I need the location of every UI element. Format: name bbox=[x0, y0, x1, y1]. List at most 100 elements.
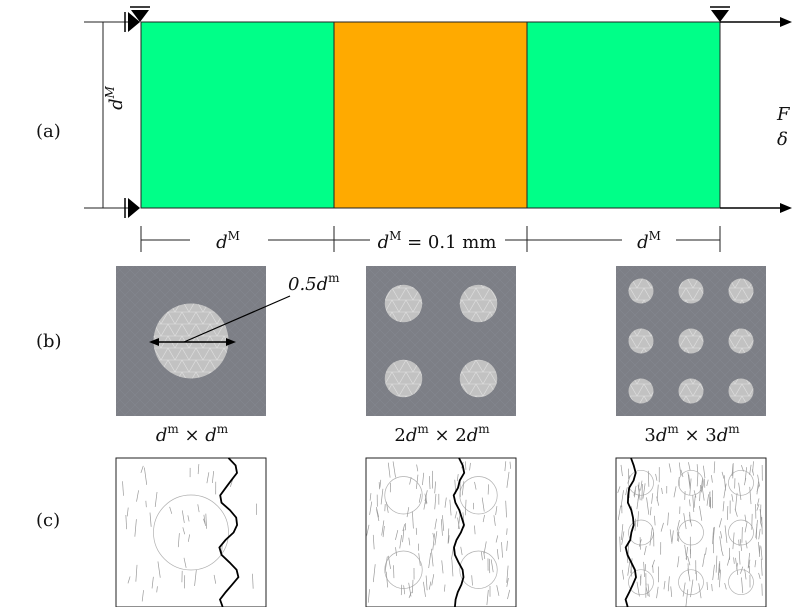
minor-crack bbox=[736, 562, 738, 570]
microstructure-3x3 bbox=[616, 266, 766, 416]
minor-crack bbox=[687, 555, 691, 566]
minor-crack bbox=[406, 507, 410, 518]
minor-crack bbox=[197, 464, 200, 475]
minor-crack bbox=[428, 581, 432, 590]
minor-crack bbox=[676, 531, 680, 542]
minor-crack bbox=[702, 553, 706, 567]
minor-crack bbox=[496, 585, 500, 596]
panel-a: dM F δ bbox=[84, 6, 792, 253]
minor-crack bbox=[501, 542, 503, 558]
minor-crack bbox=[759, 521, 763, 528]
minor-crack bbox=[667, 576, 670, 592]
minor-crack bbox=[402, 524, 406, 532]
minor-crack bbox=[496, 548, 499, 560]
minor-crack bbox=[738, 539, 740, 547]
minor-crack bbox=[744, 514, 747, 523]
minor-crack bbox=[434, 531, 438, 546]
minor-crack bbox=[703, 465, 706, 479]
minor-crack bbox=[447, 528, 450, 544]
panel-label-a: (a) bbox=[36, 121, 61, 142]
minor-crack bbox=[127, 576, 131, 584]
minor-crack bbox=[643, 561, 645, 577]
minor-crack bbox=[739, 539, 743, 552]
minor-crack bbox=[464, 499, 467, 516]
minor-crack bbox=[758, 545, 761, 557]
minor-crack bbox=[708, 491, 711, 507]
minor-crack bbox=[734, 508, 738, 517]
minor-crack bbox=[656, 496, 660, 506]
inclusion-mesh bbox=[628, 378, 654, 404]
minor-crack bbox=[203, 518, 207, 526]
minor-crack bbox=[646, 497, 650, 515]
minor-crack bbox=[376, 509, 380, 522]
minor-crack bbox=[724, 582, 727, 590]
minor-crack bbox=[758, 528, 761, 540]
inclusion-mesh bbox=[628, 278, 654, 304]
height-dimension-label: dM bbox=[103, 85, 127, 110]
minor-crack bbox=[486, 589, 489, 606]
minor-crack bbox=[655, 473, 658, 481]
crack-pattern-2x2 bbox=[365, 457, 517, 607]
minor-crack bbox=[369, 493, 372, 501]
minor-crack bbox=[432, 533, 436, 551]
minor-crack bbox=[183, 557, 187, 568]
minor-crack bbox=[741, 464, 744, 472]
diameter-label: 0.5dm bbox=[288, 271, 340, 295]
minor-crack bbox=[741, 577, 744, 594]
minor-crack bbox=[637, 511, 639, 527]
minor-crack bbox=[757, 474, 760, 487]
minor-crack bbox=[434, 518, 437, 530]
minor-crack bbox=[667, 512, 669, 526]
inclusion-mesh bbox=[384, 359, 423, 398]
minor-crack bbox=[620, 524, 624, 540]
minor-crack bbox=[748, 559, 751, 568]
minor-crack bbox=[643, 545, 647, 556]
minor-crack bbox=[149, 512, 152, 527]
minor-crack bbox=[480, 551, 483, 561]
minor-crack bbox=[713, 461, 716, 474]
minor-crack bbox=[194, 569, 197, 586]
minor-crack bbox=[474, 481, 477, 490]
minor-crack bbox=[693, 490, 697, 498]
minor-crack bbox=[735, 557, 739, 575]
minor-crack bbox=[206, 472, 210, 484]
minor-crack bbox=[425, 575, 428, 591]
minor-crack bbox=[382, 525, 385, 538]
inclusion-mesh bbox=[628, 328, 654, 354]
minor-crack bbox=[381, 520, 385, 536]
displacement-label: δ bbox=[777, 129, 788, 150]
minor-crack bbox=[617, 486, 621, 493]
minor-crack bbox=[627, 561, 631, 576]
panel-c bbox=[115, 457, 767, 607]
minor-crack bbox=[721, 471, 725, 479]
minor-crack bbox=[684, 544, 688, 561]
minor-crack bbox=[698, 583, 702, 599]
inclusion-outline bbox=[728, 569, 754, 596]
minor-crack bbox=[366, 524, 370, 537]
minor-crack bbox=[135, 564, 138, 582]
minor-crack bbox=[712, 527, 714, 545]
minor-crack bbox=[663, 580, 666, 590]
inclusion-outline bbox=[628, 469, 654, 496]
minor-crack bbox=[151, 576, 154, 589]
minor-crack bbox=[671, 530, 674, 544]
minor-crack bbox=[718, 518, 723, 528]
minor-crack bbox=[701, 486, 705, 501]
minor-crack bbox=[385, 571, 389, 588]
minor-crack bbox=[640, 480, 643, 491]
minor-crack bbox=[755, 523, 758, 540]
minor-crack bbox=[469, 462, 471, 471]
minor-crack bbox=[442, 515, 445, 531]
minor-crack bbox=[649, 506, 652, 516]
minor-crack bbox=[451, 559, 454, 577]
minor-crack bbox=[415, 474, 419, 490]
minor-crack bbox=[712, 526, 715, 541]
minor-crack bbox=[754, 560, 757, 568]
minor-crack bbox=[506, 577, 509, 587]
minor-crack bbox=[141, 590, 144, 602]
inclusion-outline bbox=[153, 494, 229, 571]
minor-crack bbox=[428, 552, 432, 569]
minor-crack bbox=[633, 485, 637, 496]
minor-crack bbox=[506, 528, 508, 535]
minor-crack bbox=[423, 581, 426, 597]
